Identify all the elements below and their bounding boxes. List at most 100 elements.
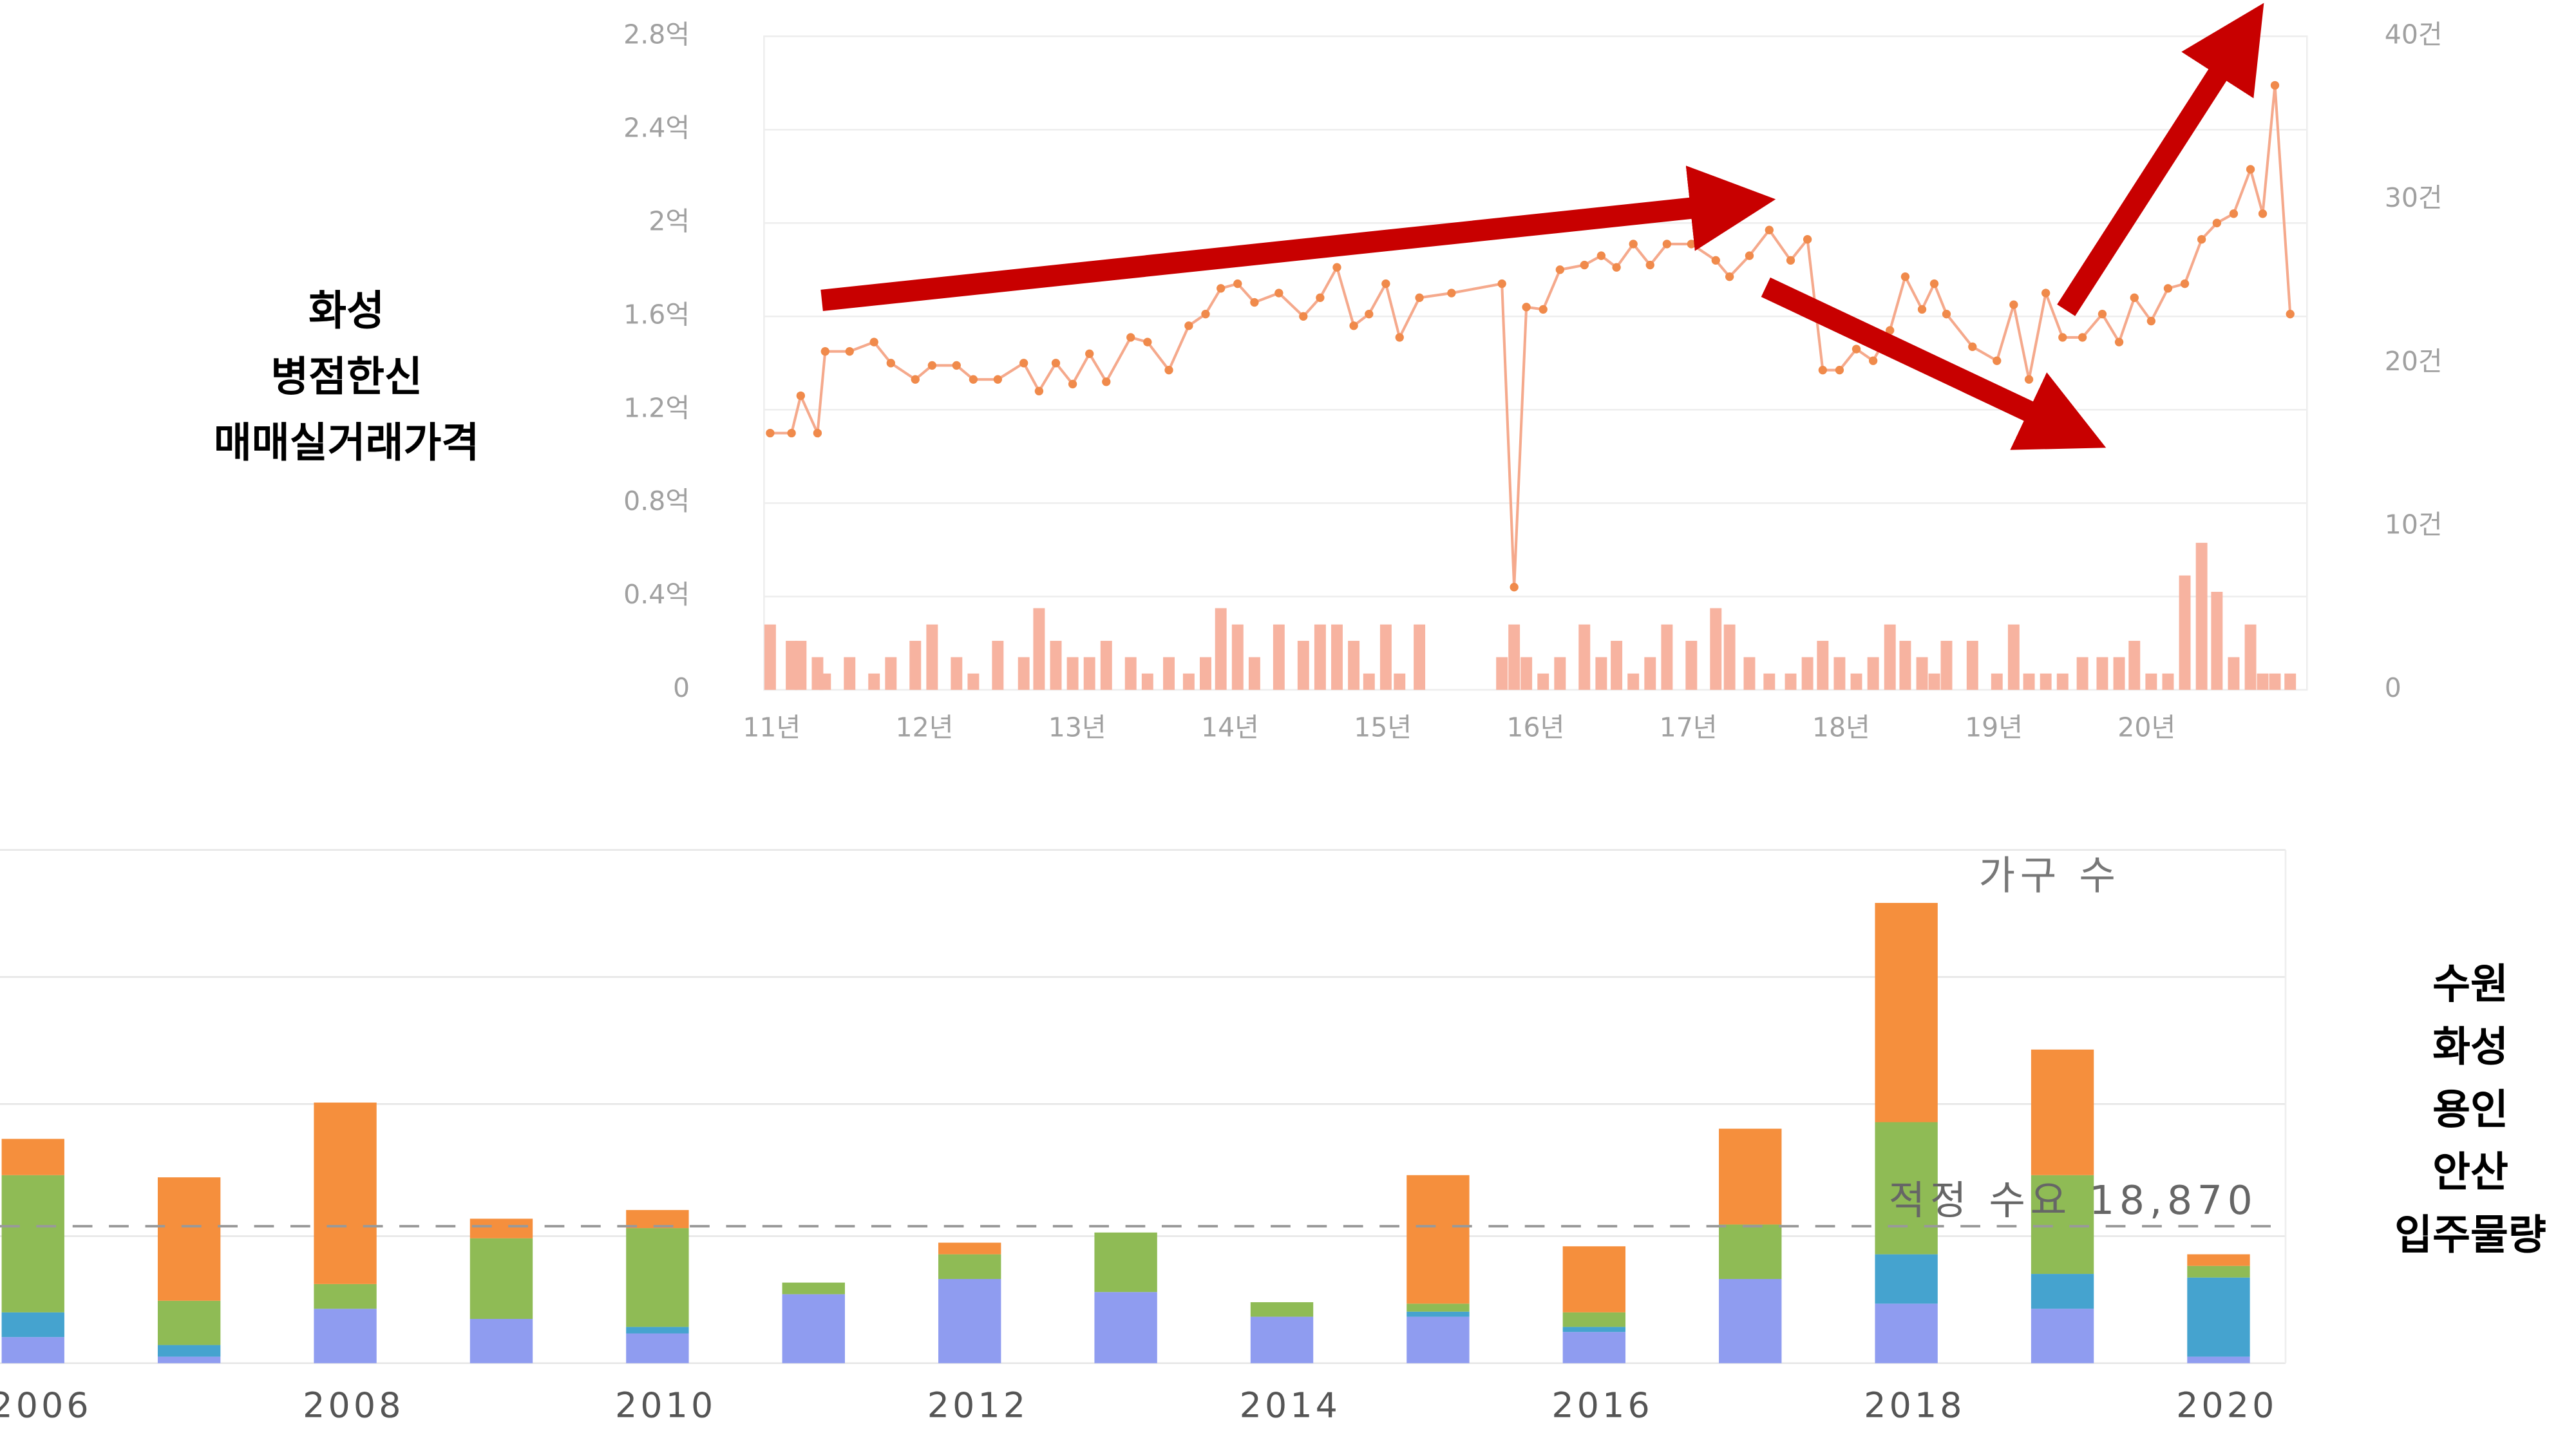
volume-bar bbox=[1100, 641, 1112, 690]
volume-bar bbox=[2113, 657, 2125, 690]
volume-bar bbox=[1644, 657, 1656, 690]
price-point bbox=[2078, 333, 2087, 342]
volume-bar bbox=[1940, 641, 1953, 690]
volume-bar bbox=[992, 641, 1004, 690]
volume-bar bbox=[1578, 624, 1591, 690]
x-tick-label: 19년 bbox=[1965, 712, 2023, 743]
price-point bbox=[1725, 272, 1734, 281]
price-point bbox=[1051, 359, 1061, 368]
volume-bar bbox=[1066, 657, 1079, 690]
price-point bbox=[1612, 263, 1621, 272]
volume-bar bbox=[1743, 657, 1756, 690]
volume-bar bbox=[1537, 673, 1549, 690]
x-tick-label: 11년 bbox=[743, 712, 800, 743]
y-tick-label: 1.2억 bbox=[623, 392, 690, 423]
volume-bar bbox=[2056, 673, 2069, 690]
volume-bar bbox=[1124, 657, 1137, 690]
y-tick-label: 0 bbox=[673, 672, 690, 703]
note-text: 화성 bbox=[2432, 1023, 2508, 1071]
price-point bbox=[2229, 209, 2239, 218]
volume-bar bbox=[1685, 641, 1698, 690]
bar-segment bbox=[2031, 1049, 2094, 1175]
volume-bar bbox=[967, 673, 980, 690]
volume-bar bbox=[1394, 673, 1406, 690]
volume-bar bbox=[1723, 624, 1736, 690]
price-point bbox=[1835, 365, 1844, 375]
bar-segment bbox=[1719, 1278, 1782, 1363]
price-point bbox=[1868, 356, 1878, 365]
volume-bar bbox=[1817, 641, 1829, 690]
volume-bar bbox=[1050, 641, 1062, 690]
price-point bbox=[796, 391, 806, 401]
volume-bar bbox=[1785, 673, 1797, 690]
price-point bbox=[2180, 279, 2190, 289]
volume-bar bbox=[2023, 673, 2035, 690]
price-point bbox=[1217, 284, 1226, 293]
x-tick-label: 13년 bbox=[1048, 712, 1106, 743]
price-point bbox=[952, 361, 961, 370]
bar-segment bbox=[938, 1254, 1001, 1279]
bar-segment bbox=[314, 1283, 377, 1309]
bar-segment bbox=[1, 1139, 64, 1175]
price-point bbox=[1765, 225, 1774, 234]
volume-bar bbox=[764, 624, 776, 690]
price-point bbox=[2009, 300, 2018, 309]
bar-segment bbox=[1719, 1128, 1782, 1225]
price-point bbox=[1068, 379, 1077, 389]
volume-bar bbox=[2244, 624, 2257, 690]
price-point bbox=[1497, 279, 1506, 289]
price-point bbox=[927, 361, 937, 370]
volume-bar bbox=[1899, 641, 1911, 690]
volume-bar bbox=[2040, 673, 2052, 690]
bar-segment bbox=[2031, 1274, 2094, 1309]
volume-bar bbox=[1083, 657, 1095, 690]
volume-bar bbox=[926, 624, 938, 690]
price-point bbox=[1886, 326, 1895, 335]
volume-bar bbox=[1273, 624, 1285, 690]
bar-segment bbox=[1, 1337, 64, 1363]
bar-segment bbox=[1562, 1332, 1626, 1363]
bar-segment bbox=[1094, 1232, 1157, 1293]
bar-segment bbox=[1562, 1246, 1626, 1312]
volume-bar bbox=[2228, 657, 2240, 690]
volume-bar bbox=[2096, 657, 2108, 690]
price-point bbox=[1299, 312, 1308, 321]
price-point bbox=[2098, 310, 2107, 319]
volume-bar bbox=[819, 673, 831, 690]
bar-segment bbox=[2031, 1309, 2094, 1363]
volume-bar bbox=[2007, 624, 2020, 690]
y-tick-label: 2억 bbox=[649, 205, 690, 236]
price-point bbox=[2163, 284, 2173, 293]
trend-arrows bbox=[820, 3, 2264, 450]
price-point bbox=[1555, 265, 1564, 274]
price-point bbox=[1510, 583, 1519, 592]
y-tick-label: 2.4억 bbox=[623, 112, 690, 143]
price-point bbox=[1349, 321, 1358, 330]
bar-segment bbox=[469, 1218, 533, 1238]
price-point bbox=[2114, 337, 2124, 346]
price-point bbox=[1711, 256, 1720, 265]
price-point bbox=[1803, 235, 1812, 244]
volume-bar bbox=[2269, 673, 2281, 690]
volume-bar bbox=[1833, 657, 1846, 690]
volume-bar bbox=[2284, 673, 2297, 690]
price-point bbox=[1522, 303, 1531, 312]
volume-bar bbox=[909, 641, 922, 690]
bar-segment bbox=[1406, 1175, 1470, 1304]
bar-segment bbox=[2187, 1265, 2250, 1278]
bar-segment bbox=[2187, 1277, 2250, 1357]
y-tick-label: 0.4억 bbox=[623, 579, 690, 610]
x-tick-label: 12년 bbox=[896, 712, 954, 743]
volume-bar bbox=[795, 641, 807, 690]
x-tick-label: 2014 bbox=[1240, 1385, 1341, 1426]
bar-segment bbox=[157, 1177, 221, 1301]
supply-chart: 가구 수 2006 2008 2010 2012 2014 2016 2018 2020 적정 수… bbox=[0, 849, 2287, 1426]
volume-bar bbox=[1966, 641, 1978, 690]
volume-bar bbox=[1710, 608, 1722, 690]
volume-bar bbox=[786, 641, 798, 690]
price-point bbox=[2058, 333, 2067, 342]
volume-bar bbox=[868, 673, 880, 690]
bar-segment bbox=[2187, 1356, 2250, 1363]
bar-segment bbox=[157, 1356, 221, 1363]
price-point bbox=[813, 428, 822, 438]
